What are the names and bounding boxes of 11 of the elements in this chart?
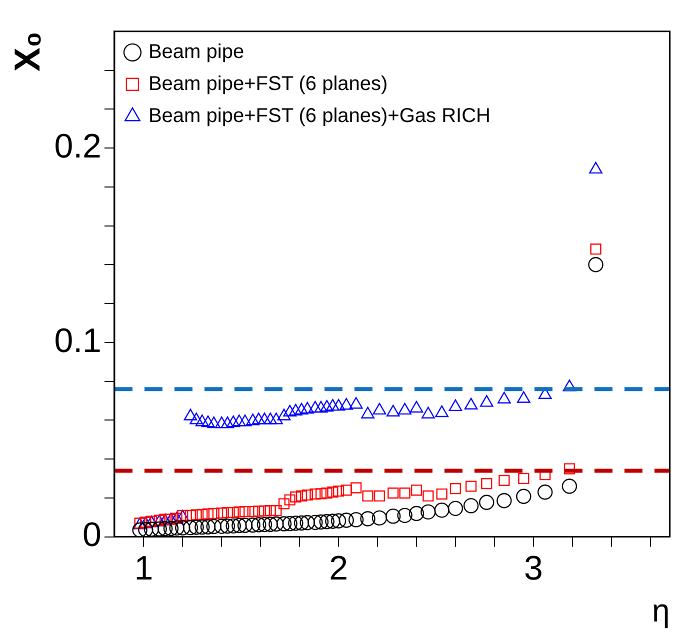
x-axis-title: η	[652, 592, 670, 629]
x-tick-label: 3	[524, 550, 543, 588]
y-tick-label: 0.2	[54, 127, 102, 166]
legend-label: Beam pipe+FST (6 planes)	[148, 72, 388, 95]
x-tick-label: 2	[329, 550, 348, 588]
legend-label: Beam pipe	[148, 40, 244, 63]
y-tick-label: 0	[82, 516, 102, 554]
y-axis-title: X₀	[6, 31, 48, 72]
legend-label: Beam pipe+FST (6 planes)+Gas RICH	[148, 104, 490, 127]
x-tick-label: 1	[134, 550, 154, 588]
y-tick-label: 0.1	[54, 322, 102, 360]
